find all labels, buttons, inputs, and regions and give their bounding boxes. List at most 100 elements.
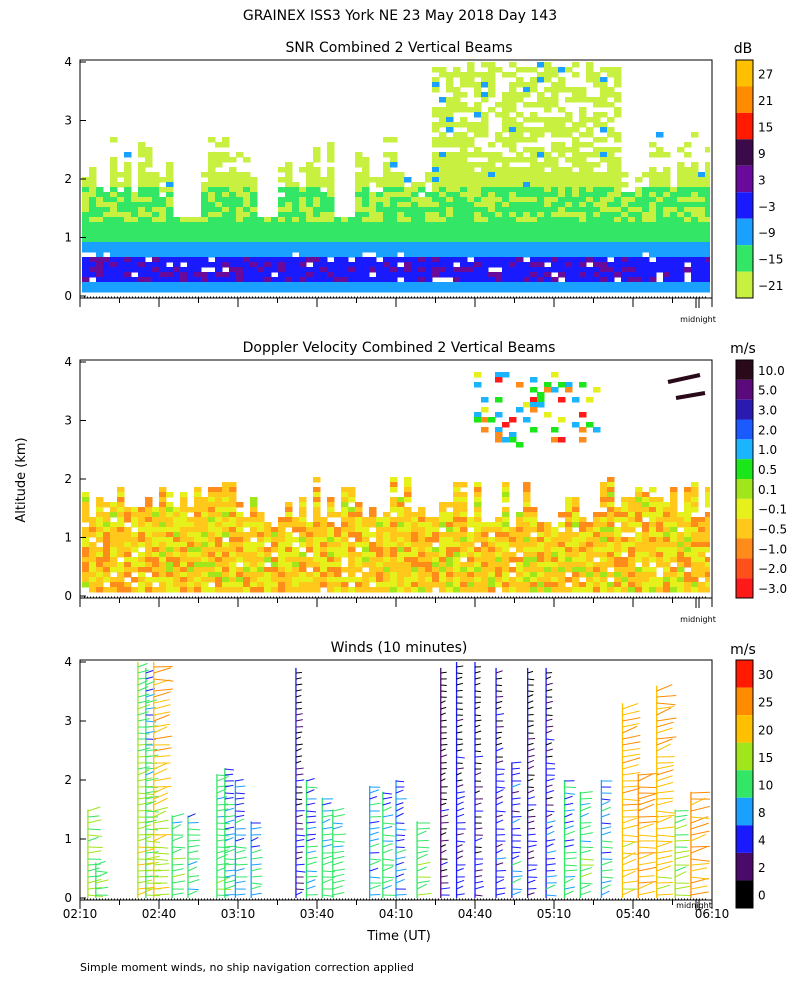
doppler-cell — [474, 492, 482, 498]
snr-cell — [502, 262, 510, 268]
snr-cell — [586, 62, 594, 68]
doppler-cell — [565, 552, 573, 558]
snr-cell — [544, 277, 552, 283]
wind-barb — [580, 806, 592, 812]
wind-barb — [656, 834, 676, 838]
snr-cell — [397, 217, 405, 223]
snr-cell — [390, 202, 398, 208]
doppler-cell — [264, 537, 272, 543]
snr-cell — [82, 192, 90, 198]
snr-cell — [390, 257, 398, 263]
snr-cell — [516, 197, 524, 203]
snr-cell — [110, 182, 118, 188]
wind-barb — [527, 850, 534, 854]
wind-barb — [369, 802, 381, 806]
wind-barb — [440, 808, 449, 812]
snr-cell — [502, 222, 510, 228]
snr-cell — [565, 217, 573, 223]
snr-cell — [131, 252, 139, 258]
doppler-cell — [600, 567, 608, 573]
snr-cell — [229, 252, 237, 258]
doppler-cell — [341, 497, 349, 503]
snr-cell — [355, 227, 363, 233]
doppler-cell — [677, 562, 685, 568]
doppler-cell — [201, 512, 209, 518]
snr-cell — [572, 92, 580, 98]
snr-cell — [586, 282, 594, 288]
snr-cell — [432, 82, 440, 88]
doppler-cell — [607, 552, 615, 558]
snr-cell — [397, 267, 405, 273]
snr-cell — [138, 147, 146, 153]
wind-barb — [622, 717, 641, 722]
doppler-cell — [691, 497, 699, 503]
snr-cell — [502, 137, 510, 143]
snr-cell — [425, 197, 433, 203]
doppler-cell — [152, 577, 160, 583]
wind-barb — [456, 850, 464, 854]
snr-cell — [551, 197, 559, 203]
snr-cell — [572, 232, 580, 238]
doppler-cell — [103, 567, 111, 573]
snr-cell — [292, 272, 300, 278]
wind-barb — [601, 869, 613, 872]
doppler-cell — [670, 527, 678, 533]
snr-cell — [131, 212, 139, 218]
doppler-cell — [194, 507, 202, 513]
snr-cell — [152, 262, 160, 268]
snr-cell — [698, 187, 706, 193]
doppler-cell — [89, 567, 97, 573]
doppler-cell — [481, 547, 489, 553]
snr-cell — [348, 222, 356, 228]
doppler-cell — [313, 517, 321, 523]
doppler-cell — [453, 502, 461, 508]
snr-cell — [166, 192, 174, 198]
doppler-cell — [516, 562, 524, 568]
snr-cell — [656, 242, 664, 248]
wind-barb — [527, 833, 536, 836]
snr-cell — [215, 212, 223, 218]
doppler-cell — [138, 542, 146, 548]
doppler-cell — [663, 587, 671, 593]
wind-barb — [601, 840, 613, 843]
wind-barb — [656, 736, 677, 740]
doppler-cell — [390, 497, 398, 503]
colorbar-label: 3 — [758, 173, 766, 187]
doppler-cell — [89, 517, 97, 523]
doppler-cell — [537, 562, 545, 568]
wind-barb — [250, 837, 259, 842]
snr-cell — [670, 257, 678, 263]
snr-cell — [677, 222, 685, 228]
snr-cell — [663, 242, 671, 248]
doppler-cell — [544, 567, 552, 573]
doppler-cell — [334, 572, 342, 578]
snr-cell — [551, 202, 559, 208]
doppler-cell — [523, 587, 531, 593]
snr-cell — [194, 217, 202, 223]
doppler-cell — [89, 542, 97, 548]
snr-cell — [222, 227, 230, 233]
snr-cell — [208, 227, 216, 233]
snr-cell — [250, 182, 258, 188]
snr-cell — [369, 177, 377, 183]
doppler-ytick-label: 3 — [64, 414, 72, 428]
doppler-cell — [145, 577, 153, 583]
doppler-cell — [579, 567, 587, 573]
doppler-cell — [411, 557, 419, 563]
snr-cell — [278, 252, 286, 258]
snr-cell — [502, 242, 510, 248]
wind-barb — [332, 891, 345, 896]
doppler-cell — [271, 537, 279, 543]
doppler-cell — [383, 577, 391, 583]
snr-cell — [649, 227, 657, 233]
snr-cell — [173, 262, 181, 268]
doppler-cell — [523, 577, 531, 583]
snr-cell — [215, 182, 223, 188]
doppler-cell — [474, 512, 482, 518]
doppler-cell — [411, 532, 419, 538]
snr-cell — [593, 217, 601, 223]
doppler-cell — [446, 572, 454, 578]
snr-cell — [397, 172, 405, 178]
snr-cell — [551, 222, 559, 228]
